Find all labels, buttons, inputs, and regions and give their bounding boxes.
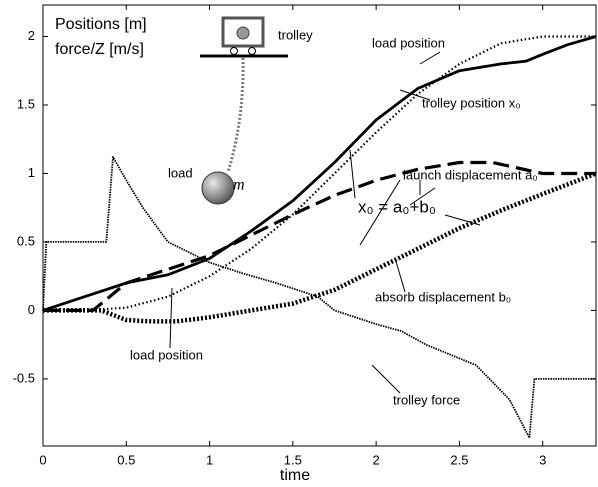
annotation: trolley force	[393, 392, 460, 407]
x-tick-label: 0.5	[117, 452, 135, 467]
annotation: launch displacement a₀	[403, 167, 538, 182]
annotation: load position	[372, 35, 445, 50]
leader-line	[395, 258, 405, 292]
x-axis-label: time	[280, 467, 310, 484]
chart: time -0.5 0 0.5 1 1.5 2 0 0.5 1 1.5 2 2.5 3 Positions…	[0, 0, 598, 487]
x-tick-label: 1.5	[284, 452, 302, 467]
series-line	[43, 157, 596, 438]
annotation: load	[168, 165, 193, 180]
annotation: m	[233, 177, 245, 194]
leader-line	[420, 52, 440, 64]
annotation: x₀ = a₀+b₀	[358, 197, 436, 216]
series-line	[43, 163, 596, 311]
x-tick-label: 2.5	[450, 452, 468, 467]
annotation: load position	[130, 347, 203, 362]
x-tick-label: 1	[206, 452, 213, 467]
annotation: trolley position x₀	[422, 95, 521, 110]
leader-line	[170, 288, 172, 348]
y-tick-label: 0	[28, 302, 35, 317]
y-tick-label: 2	[28, 28, 35, 43]
y-tick-label: 1.5	[17, 96, 35, 111]
x-tick-label: 0	[39, 452, 46, 467]
annotation: Positions [m]	[55, 16, 147, 33]
plot-frame	[43, 5, 596, 446]
leader-line	[372, 365, 400, 393]
annotation: trolley	[278, 27, 313, 42]
y-tick-label: 0.5	[17, 233, 35, 248]
y-tick-label: 1	[28, 165, 35, 180]
y-tick-label: -0.5	[13, 370, 35, 385]
x-tick-label: 3	[539, 452, 546, 467]
x-tick-label: 2	[373, 452, 380, 467]
annotation: force/Z [m/s]	[55, 41, 144, 58]
annotation: absorb displacement b₀	[375, 289, 511, 304]
